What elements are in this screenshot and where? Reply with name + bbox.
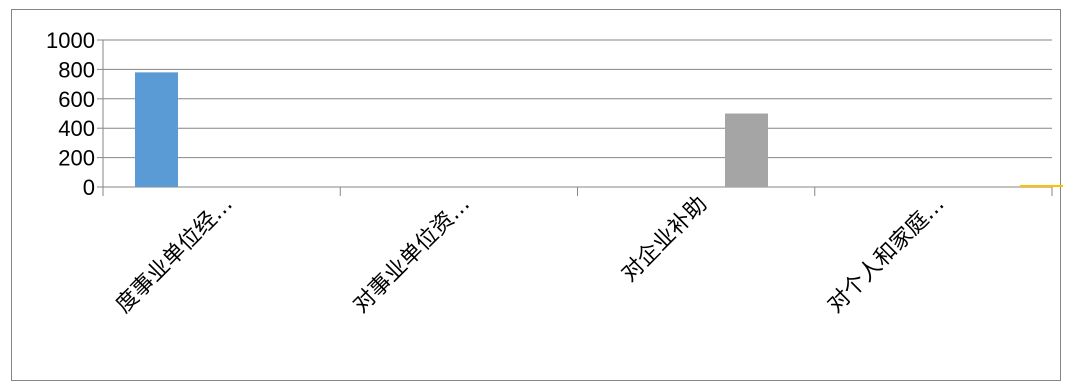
y-tick-label: 0 [83,175,95,200]
y-tick-label: 200 [58,146,95,171]
x-category-label: 对事业单位资… [349,192,476,319]
x-category-label: 对企业补助 [617,192,712,287]
y-tick-label: 800 [58,57,95,82]
chart-frame [11,9,1061,381]
bar [135,72,178,187]
x-category-label: 对个人和家庭… [823,192,950,319]
bar [1020,184,1063,187]
y-tick-label: 1000 [46,28,95,53]
x-category-label: 度事业单位经… [111,192,238,319]
bar [725,113,768,187]
y-tick-label: 400 [58,116,95,141]
y-tick-label: 600 [58,87,95,112]
